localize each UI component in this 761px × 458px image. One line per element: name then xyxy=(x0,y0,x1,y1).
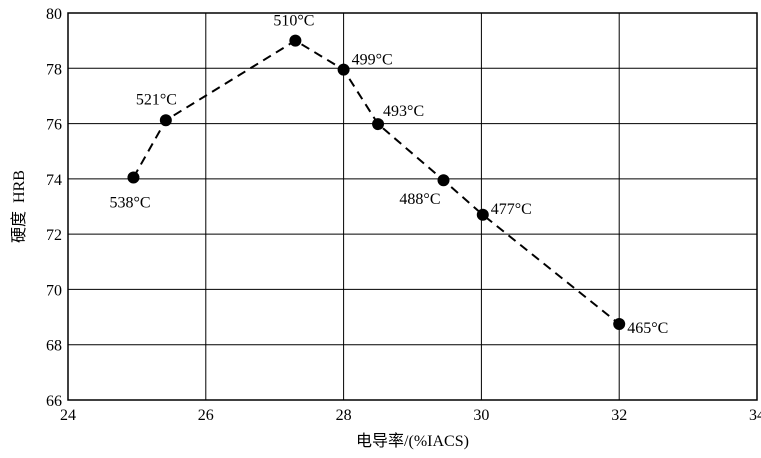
plot-frame xyxy=(67,12,758,401)
data-point xyxy=(159,114,172,127)
point-label: 488°C xyxy=(399,191,440,208)
x-tick-label: 28 xyxy=(336,407,352,424)
y-tick-label: 78 xyxy=(46,61,62,78)
data-point xyxy=(437,174,450,187)
x-tick-label: 30 xyxy=(473,407,489,424)
data-point xyxy=(613,317,626,330)
data-points xyxy=(127,34,626,330)
x-tick-label: 34 xyxy=(749,407,761,424)
y-tick-label: 70 xyxy=(46,282,62,299)
point-labels: 538°C 521°C 510°C 499°C 493°C 488°C 477°C 465°C xyxy=(109,13,668,337)
y-tick-label: 76 xyxy=(46,117,62,134)
point-label: 499°C xyxy=(352,52,393,69)
point-label: 493°C xyxy=(383,103,424,120)
series-line xyxy=(132,39,620,325)
x-tick-label: 24 xyxy=(60,407,76,424)
y-tick-label: 68 xyxy=(46,338,62,355)
y-axis-ticks: 66 68 70 72 74 76 78 80 xyxy=(46,6,62,410)
point-label: 477°C xyxy=(491,201,532,218)
x-axis-ticks: 24 26 28 30 32 34 xyxy=(60,407,761,424)
x-tick-label: 26 xyxy=(198,407,214,424)
point-label: 465°C xyxy=(627,320,668,337)
x-tick-label: 32 xyxy=(611,407,627,424)
y-tick-label: 74 xyxy=(46,172,62,189)
data-point xyxy=(337,63,350,76)
x-axis-title: 电导率/(%IACS) xyxy=(356,432,469,450)
data-point xyxy=(476,208,489,221)
data-point xyxy=(127,171,140,184)
y-tick-label: 72 xyxy=(46,227,62,244)
y-axis-title: 硬度 HRB xyxy=(10,170,28,243)
grid xyxy=(68,13,757,400)
point-label: 510°C xyxy=(273,13,314,30)
y-tick-label: 80 xyxy=(46,6,62,23)
data-point xyxy=(372,118,385,131)
data-point xyxy=(289,34,302,47)
point-label: 538°C xyxy=(109,194,150,211)
point-label: 521°C xyxy=(136,91,177,108)
y-tick-label: 66 xyxy=(46,393,62,410)
